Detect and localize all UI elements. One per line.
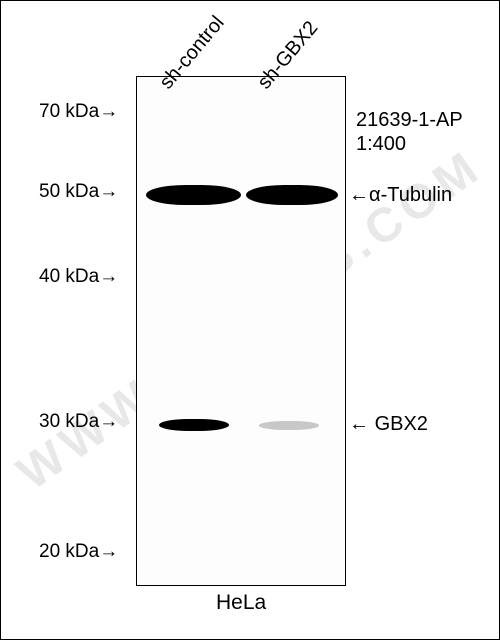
blot-membrane xyxy=(136,76,346,586)
mw-marker-50: 50 kDa→ xyxy=(39,181,118,203)
band-gbx2-lane2 xyxy=(259,421,319,430)
arrow-right-icon: → xyxy=(99,266,118,288)
label-gbx2: ← GBX2 xyxy=(349,413,428,436)
arrow-right-icon: → xyxy=(99,101,118,123)
cell-line-label: HeLa xyxy=(216,591,266,615)
arrow-right-icon: → xyxy=(99,541,118,563)
mw-text-70: 70 kDa xyxy=(39,101,99,122)
mw-text-20: 20 kDa xyxy=(39,541,99,562)
arrow-left-icon: ← xyxy=(349,184,369,207)
mw-marker-70: 70 kDa→ xyxy=(39,101,118,123)
figure-container: WWW.PTGLAB.COM sh-control sh-GBX2 70 kDa… xyxy=(0,0,500,640)
arrow-right-icon: → xyxy=(99,181,118,203)
mw-marker-40: 40 kDa→ xyxy=(39,266,118,288)
arrow-right-icon: → xyxy=(99,411,118,433)
catalog-dilution: 1:400 xyxy=(356,133,406,156)
tubulin-text: α-Tubulin xyxy=(369,184,452,206)
arrow-left-icon: ← xyxy=(349,413,369,436)
mw-text-40: 40 kDa xyxy=(39,266,99,287)
band-tubulin-lane1 xyxy=(146,185,241,205)
label-tubulin: ←α-Tubulin xyxy=(349,184,452,207)
mw-text-30: 30 kDa xyxy=(39,411,99,432)
mw-marker-20: 20 kDa→ xyxy=(39,541,118,563)
catalog-number: 21639-1-AP xyxy=(356,109,463,132)
band-tubulin-lane2 xyxy=(246,185,338,205)
mw-text-50: 50 kDa xyxy=(39,181,99,202)
mw-marker-30: 30 kDa→ xyxy=(39,411,118,433)
band-gbx2-lane1 xyxy=(159,419,229,431)
gbx2-text: GBX2 xyxy=(375,413,428,435)
